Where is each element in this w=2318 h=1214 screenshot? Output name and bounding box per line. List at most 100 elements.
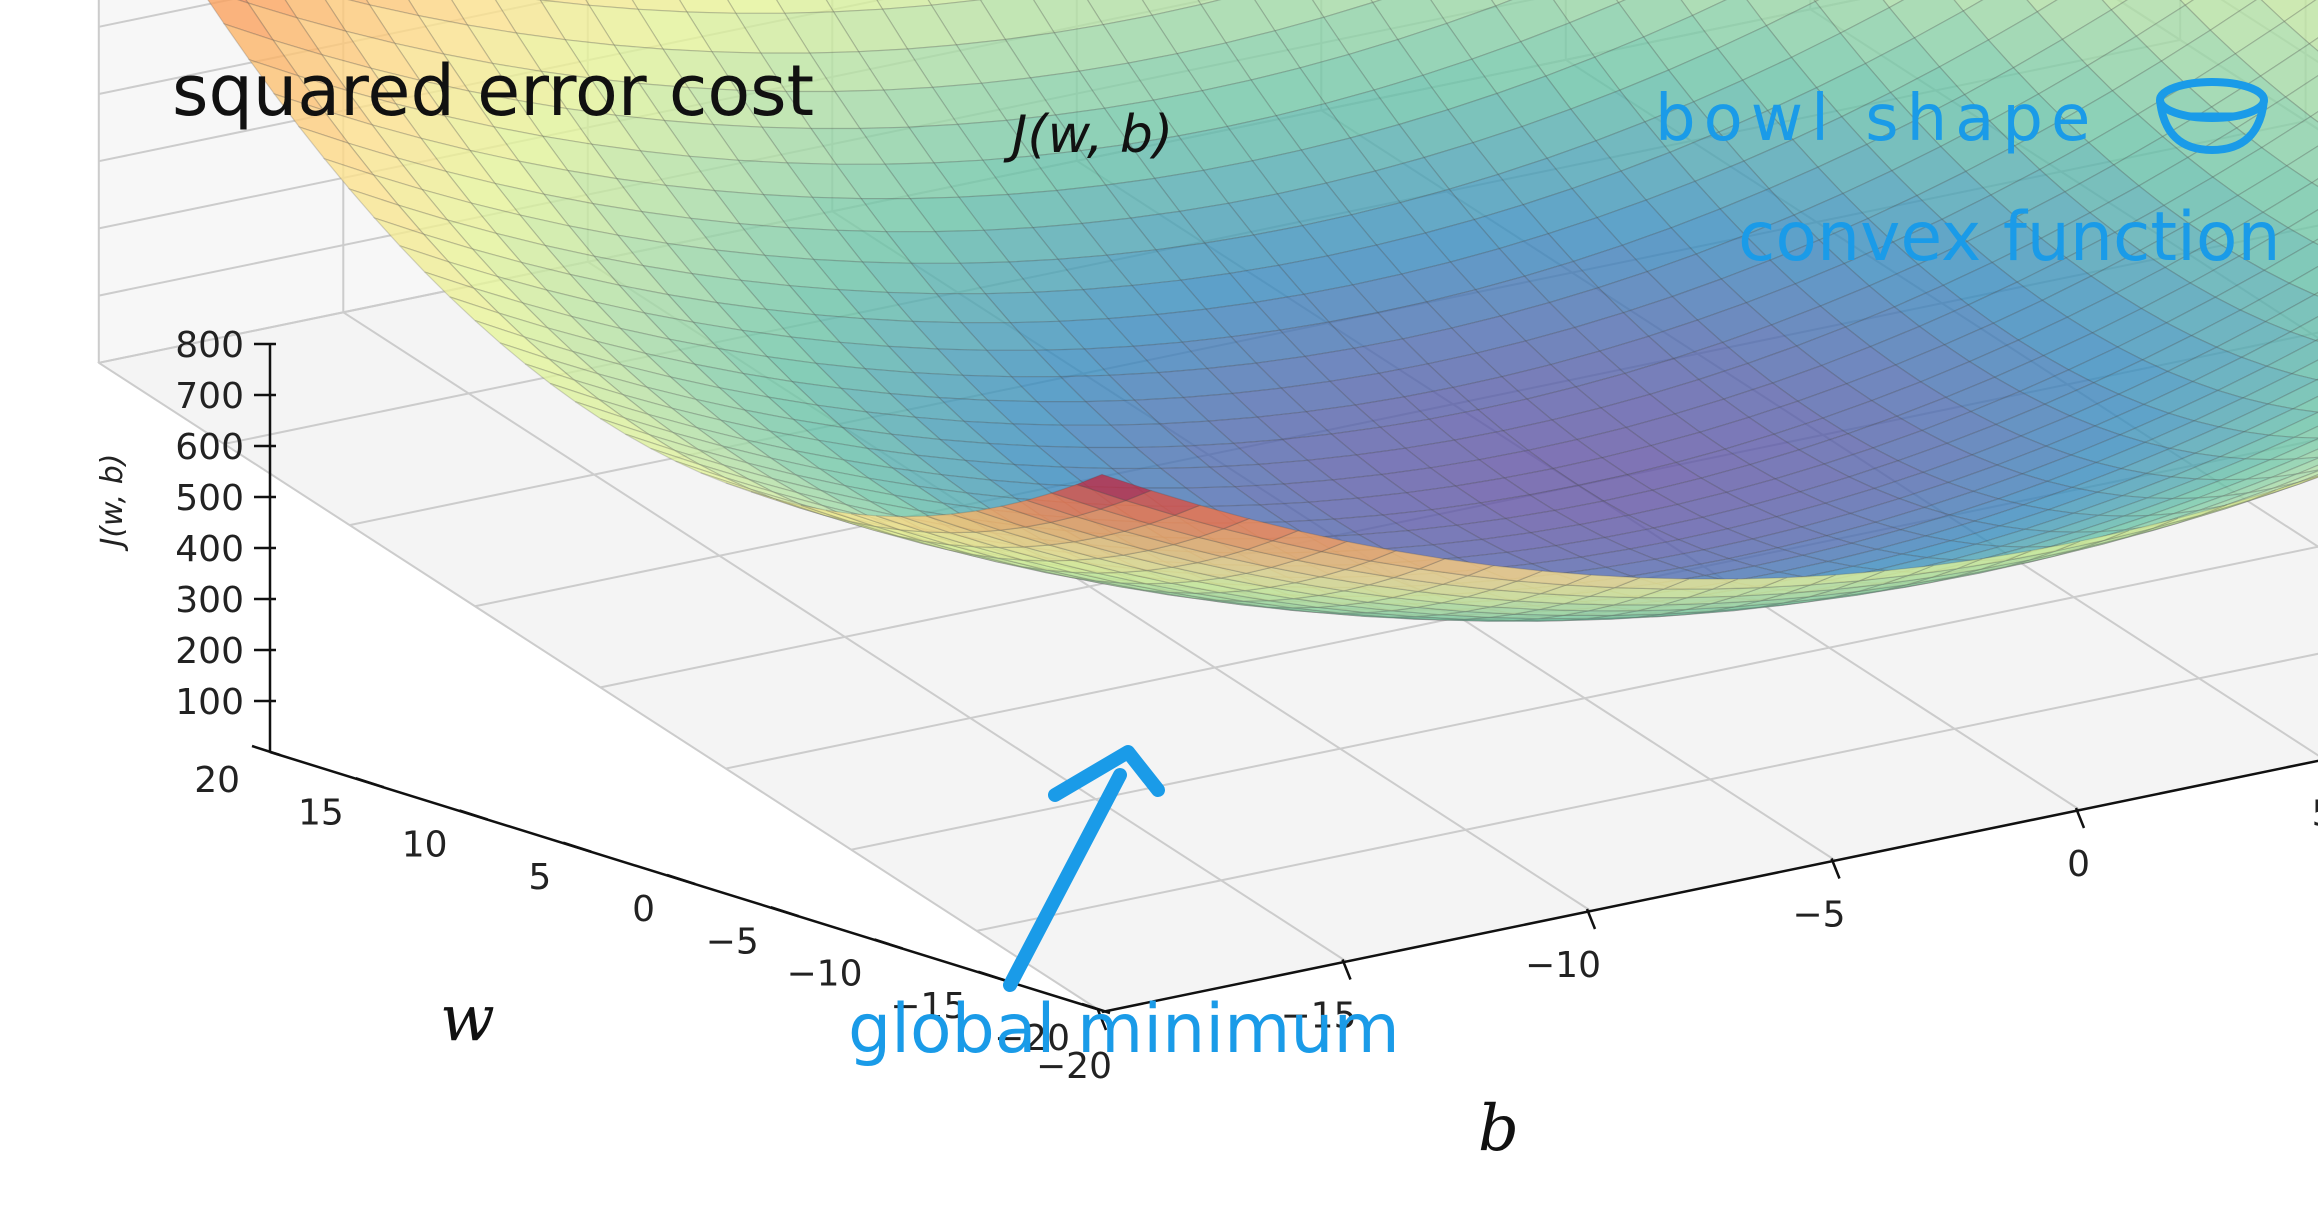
surface-patch	[913, 416, 991, 445]
surface-patch	[1475, 340, 1553, 378]
surface-patch	[800, 504, 876, 527]
surface-patch	[494, 0, 567, 41]
surface-patch	[1341, 611, 1416, 618]
surface-patch	[1898, 514, 1977, 537]
surface-patch	[1587, 613, 1662, 620]
surface-patch	[1273, 16, 1350, 69]
surface-patch	[2026, 0, 2058, 13]
surface-patch	[1699, 463, 1777, 493]
surface-patch	[1920, 410, 1998, 444]
surface-patch	[245, 0, 299, 19]
surface-patch	[1846, 415, 1924, 449]
surface-patch	[1599, 393, 1677, 429]
surface-patch	[322, 157, 401, 207]
z-tick-label: 400	[175, 529, 244, 570]
surface-patch	[1400, 261, 1477, 303]
surface-patch	[1930, 566, 2005, 584]
surface-patch	[1199, 0, 1276, 44]
surface-patch	[1421, 58, 1498, 111]
surface-patch	[1424, 218, 1501, 263]
surface-patch	[1128, 135, 1205, 180]
surface-patch	[1893, 284, 1970, 328]
surface-patch	[2012, 38, 2089, 95]
surface-patch	[1753, 554, 1829, 573]
surface-patch	[981, 155, 1058, 196]
surface-patch	[1892, 218, 1969, 266]
b-tick-label: −15	[1281, 996, 1357, 1037]
surface-patch	[1601, 489, 1680, 516]
surface-patch	[1643, 101, 1720, 154]
surface-patch	[1648, 378, 1726, 415]
surface-patch	[2005, 540, 2081, 562]
surface-patch	[1440, 610, 1515, 619]
surface-patch	[365, 0, 420, 17]
surface-patch	[1257, 459, 1335, 485]
surface-patch	[1550, 407, 1628, 441]
surface-patch	[1398, 109, 1474, 159]
surface-patch	[1818, 217, 1895, 265]
surface-patch	[1404, 485, 1483, 511]
surface-patch	[1895, 396, 1973, 432]
surface-patch	[1047, 559, 1123, 574]
surface-patch	[1325, 170, 1402, 216]
surface-patch	[1864, 37, 1941, 94]
surface-patch	[1467, 564, 1543, 582]
surface-patch	[763, 254, 840, 291]
surface-patch	[1036, 445, 1114, 470]
surface-patch	[1778, 560, 1854, 578]
surface-patch	[1347, 38, 1424, 91]
surface-patch	[1179, 272, 1257, 310]
surface-patch	[1693, 160, 1771, 210]
surface-patch	[1021, 566, 1096, 582]
w-tick	[1081, 1002, 1111, 1015]
surface-patch	[933, 229, 1011, 264]
surface-patch	[2310, 178, 2318, 188]
surface-patch	[1497, 157, 1574, 206]
surface-patch	[1723, 433, 1801, 466]
surface-patch	[2144, 452, 2223, 478]
surface-patch	[1396, 22, 1473, 77]
surface-patch	[1178, 202, 1255, 244]
surface-patch	[972, 553, 1047, 571]
surface-patch	[589, 77, 666, 122]
surface-patch	[1647, 319, 1724, 360]
axis-ticks: 100200300400500600700800−20−15−10−505101…	[175, 325, 2318, 1087]
surface-patch	[1651, 516, 1730, 541]
surface-patch	[1032, 0, 1105, 34]
surface-patch	[1476, 398, 1554, 432]
surface-patch	[1103, 99, 1180, 145]
surface-patch	[1230, 387, 1308, 418]
surface-patch	[549, 382, 625, 419]
surface-patch	[1999, 509, 2074, 530]
surface-patch	[1370, 0, 1383, 4]
surface-patch	[372, 216, 451, 264]
surface-patch	[1405, 524, 1484, 546]
surface-patch	[1504, 544, 1584, 565]
surface-patch	[1072, 557, 1148, 574]
surface-patch	[1662, 595, 1737, 606]
surface-patch	[424, 271, 500, 314]
surface-patch	[297, 125, 376, 177]
surface-patch	[1717, 109, 1794, 162]
surface-patch	[491, 62, 568, 110]
surface-patch	[1377, 363, 1455, 398]
surface-patch	[1726, 547, 1806, 567]
surface-patch	[1839, 6, 1916, 65]
surface-patch	[2172, 478, 2247, 500]
surface-patch	[1571, 170, 1648, 219]
surface-patch	[1353, 396, 1431, 428]
surface-patch	[1597, 270, 1674, 314]
surface-patch	[1744, 214, 1821, 261]
surface-patch	[1218, 599, 1293, 609]
surface-patch	[1158, 420, 1236, 447]
surface-patch	[1494, 0, 1571, 43]
surface-patch	[1798, 476, 1876, 504]
surface-patch	[585, 0, 640, 10]
surface-patch	[1086, 0, 1153, 26]
surface-patch	[1343, 584, 1419, 599]
surface-patch	[1823, 487, 1902, 515]
surface-patch	[1785, 580, 1860, 595]
surface-patch	[2193, 431, 2272, 458]
surface-patch	[236, 0, 250, 5]
surface-patch	[750, 491, 826, 516]
